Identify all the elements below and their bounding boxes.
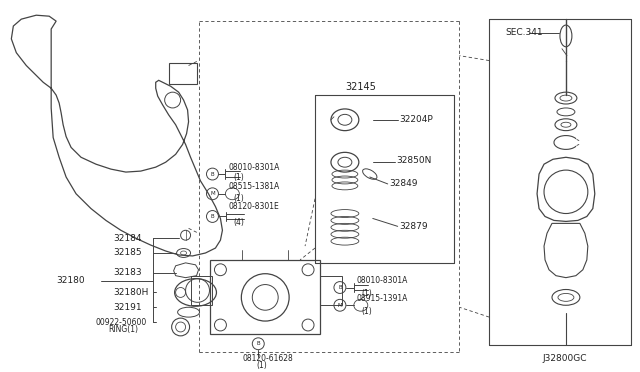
Text: B: B [211,171,214,177]
Text: 08010-8301A: 08010-8301A [357,276,408,285]
Text: 32191: 32191 [113,303,141,312]
Text: B: B [211,214,214,219]
Text: (1): (1) [362,289,372,298]
Bar [320,276,342,305]
Bar [191,276,212,305]
Text: B: B [338,285,342,290]
Text: 32849: 32849 [390,179,418,189]
Text: M: M [210,191,215,196]
Text: 32185: 32185 [113,248,141,257]
Text: (1): (1) [234,194,244,203]
Bar [211,260,320,334]
Text: 32204P: 32204P [399,115,433,124]
Text: 32180H: 32180H [113,288,148,297]
Text: RING(1): RING(1) [108,326,138,334]
Text: (1): (1) [256,361,267,370]
Text: SEC.341: SEC.341 [505,29,543,38]
Text: 08120-61628: 08120-61628 [243,354,293,363]
Text: 08915-1391A: 08915-1391A [357,294,408,303]
Text: 32879: 32879 [399,222,428,231]
Bar [169,62,196,84]
Text: (4): (4) [234,218,244,227]
Text: 08010-8301A: 08010-8301A [228,163,280,171]
Text: (1): (1) [362,307,372,316]
Text: 32184: 32184 [113,234,141,243]
Text: (1): (1) [234,173,244,183]
Text: 32180: 32180 [56,276,84,285]
Text: 32850N: 32850N [397,156,432,165]
Text: J32800GC: J32800GC [542,354,586,363]
Text: 32183: 32183 [113,268,141,277]
Text: 08515-1381A: 08515-1381A [228,182,280,191]
Text: 00922-50600: 00922-50600 [96,318,147,327]
Text: M: M [338,303,342,308]
Text: 32145: 32145 [345,82,376,92]
Text: 08120-8301E: 08120-8301E [228,202,279,211]
Text: B: B [257,341,260,346]
